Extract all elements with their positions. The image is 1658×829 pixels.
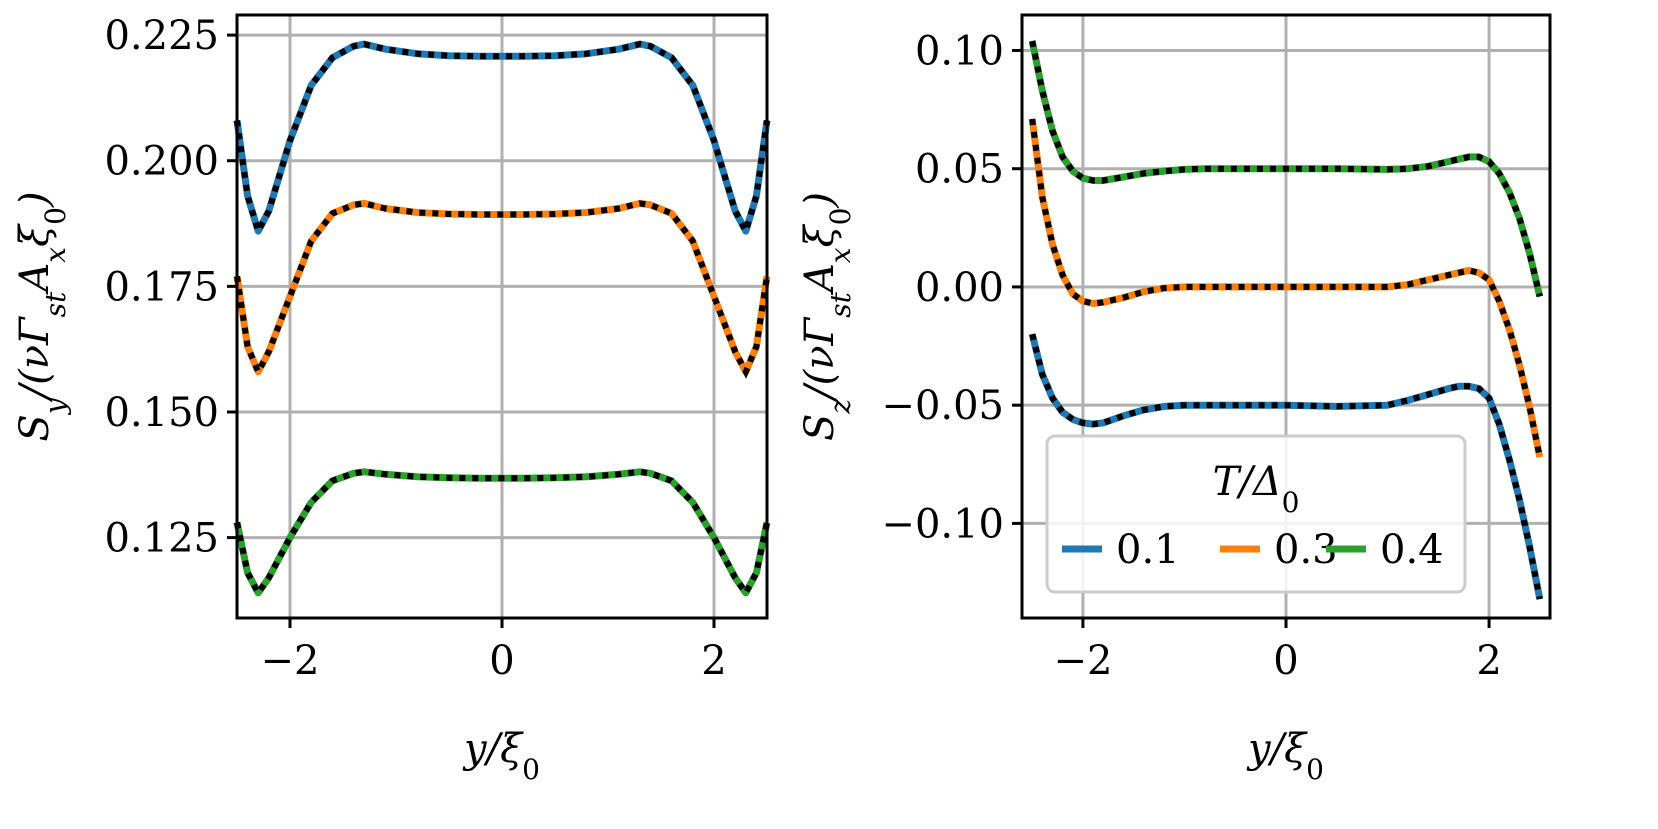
series-line-0.1 xyxy=(233,40,771,235)
reference-dotted-line-0.3 xyxy=(1029,118,1543,458)
legend-label-0.1: 0.1 xyxy=(1116,527,1180,573)
y-tick-label: 0.00 xyxy=(915,265,1004,311)
y-tick-label: 0.175 xyxy=(104,264,219,310)
legend: T/Δ00.1 0.3 0.4 xyxy=(1045,434,1467,594)
reference-dotted-line-0.3 xyxy=(234,200,770,379)
left-panel: −2 0 2 0.125 0.150 0.175 0.200 0.225 y/ξ0 Sy/(νΓs… xyxy=(12,13,771,786)
x-tick-label: 2 xyxy=(701,638,726,684)
reference-dotted-line-0.1 xyxy=(1029,333,1543,600)
legend-box xyxy=(1045,434,1467,594)
y-tick-label: 0.10 xyxy=(915,28,1004,74)
right-panel: −2 0 2 −0.10 −0.05 0.00 0.05 0.10 y/ξ0 Sz/(νΓstAx… xyxy=(797,13,1552,786)
y-tick-label: 0.150 xyxy=(104,390,219,436)
reference-dotted-line-0.4 xyxy=(234,468,770,599)
legend-label-0.4: 0.4 xyxy=(1380,527,1444,573)
y-tick-label: −0.05 xyxy=(881,383,1004,429)
y-tick-label: 0.200 xyxy=(104,139,219,185)
y-tick-label: 0.05 xyxy=(915,147,1004,193)
x-tick-label: 0 xyxy=(1273,638,1298,684)
y-axis-label: Sy/(νΓstAxξ0) xyxy=(12,191,72,441)
x-tick-label: 0 xyxy=(489,638,514,684)
x-axis-label: y/ξ0 xyxy=(1246,726,1324,786)
x-tick-label: −2 xyxy=(261,638,320,684)
y-axis-label: Sz/(νΓstAxξ0) xyxy=(797,192,857,441)
y-tick-label: 0.225 xyxy=(104,13,219,59)
x-axis-label: y/ξ0 xyxy=(462,726,540,786)
x-tick-label: −2 xyxy=(1053,638,1112,684)
reference-dotted-line-0.4 xyxy=(1029,40,1543,298)
legend-title: T/Δ0 xyxy=(1213,459,1300,519)
x-tick-label: 2 xyxy=(1476,638,1501,684)
y-tick-label: −0.10 xyxy=(881,501,1004,547)
y-tick-label: 0.125 xyxy=(104,516,219,562)
